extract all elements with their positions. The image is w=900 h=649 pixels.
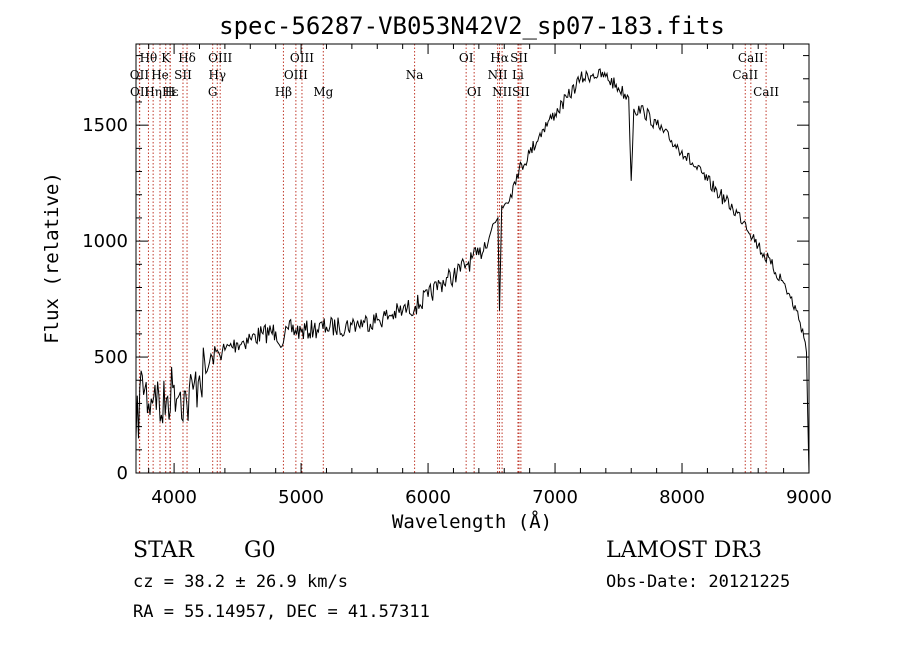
observation-date: Obs-Date: 20121225 xyxy=(606,572,791,592)
line-label: Hδ xyxy=(178,51,196,65)
plot-frame xyxy=(135,43,810,474)
line-label: OII xyxy=(130,68,150,82)
line-label: OIII xyxy=(290,51,314,65)
x-axis-ticks: 4000 5000 6000 7000 8000 9000 xyxy=(148,44,832,508)
line-label: H xyxy=(165,85,175,99)
ra-dec-coordinates: RA = 55.14957, DEC = 41.57311 xyxy=(133,602,430,622)
y-tick-label: 0 xyxy=(117,463,128,484)
y-axis-label: Flux (relative) xyxy=(41,172,63,344)
spectral-line-labels: Hθ OII OII Hε K He Hη H Hδ SII OIII Hγ G Hβ OIII OIII Mg… xyxy=(130,51,779,99)
line-label: CaII xyxy=(738,51,764,65)
line-label: NII xyxy=(492,85,512,99)
line-label: SII xyxy=(512,85,530,99)
line-label: OI xyxy=(467,85,482,99)
line-label: OI xyxy=(459,51,474,65)
spectral-line-markers xyxy=(138,44,767,473)
line-label: Hη xyxy=(144,85,162,99)
spectrum-line xyxy=(135,68,810,474)
line-label: OII xyxy=(130,85,150,99)
line-label: K xyxy=(161,51,171,65)
x-tick-label: 4000 xyxy=(151,487,197,508)
x-tick-label: 8000 xyxy=(659,487,705,508)
line-label: CaII xyxy=(732,68,758,82)
line-label: G xyxy=(208,85,218,99)
survey-name: LAMOST DR3 xyxy=(606,538,762,563)
line-label: NII xyxy=(488,68,508,82)
line-label: SII xyxy=(510,51,528,65)
x-tick-label: 6000 xyxy=(405,487,451,508)
line-label: Na xyxy=(406,68,424,82)
x-tick-label: 7000 xyxy=(532,487,578,508)
y-tick-label: 1000 xyxy=(82,231,128,252)
line-label: CaII xyxy=(753,85,779,99)
x-tick-label: 5000 xyxy=(278,487,324,508)
y-tick-label: 1500 xyxy=(82,115,128,136)
x-axis-label: Wavelength (Å) xyxy=(392,510,552,533)
line-label: Hβ xyxy=(275,85,292,99)
object-class: STAR xyxy=(133,538,194,563)
chart-title: spec-56287-VB053N42V2_sp07-183.fits xyxy=(219,12,725,40)
line-label: OIII xyxy=(284,68,308,82)
line-label: Hγ xyxy=(208,68,226,82)
line-label: SII xyxy=(174,68,192,82)
line-label: Li xyxy=(512,68,524,82)
x-tick-label: 9000 xyxy=(786,487,832,508)
line-label: Mg xyxy=(313,85,333,99)
redshift-velocity: cz = 38.2 ± 26.9 km/s xyxy=(133,572,348,592)
line-label: OIII xyxy=(208,51,232,65)
y-axis-ticks: 0 500 1000 1500 xyxy=(82,55,809,484)
line-label: Hθ xyxy=(140,51,158,65)
line-label: Hα xyxy=(490,51,509,65)
object-subclass: G0 xyxy=(244,538,276,563)
y-tick-label: 500 xyxy=(94,347,128,368)
line-label: Hε xyxy=(162,85,179,99)
line-label: He xyxy=(151,68,169,82)
